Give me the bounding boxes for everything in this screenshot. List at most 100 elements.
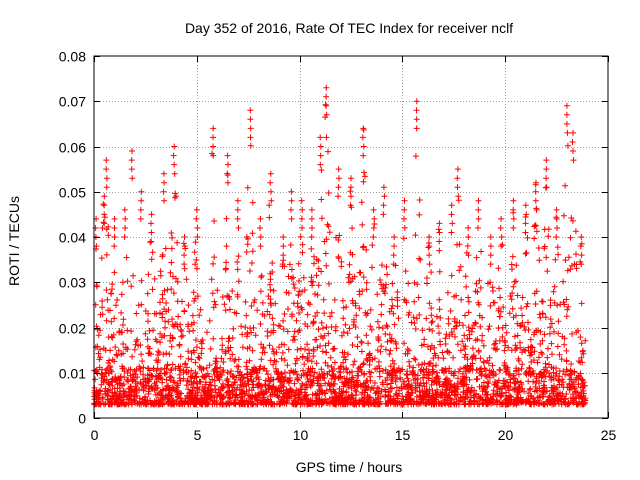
data-point <box>440 355 447 362</box>
data-point <box>149 249 156 256</box>
data-point <box>270 376 277 383</box>
data-point <box>548 320 555 327</box>
data-point <box>164 396 171 403</box>
data-point <box>242 324 249 331</box>
data-point <box>464 335 471 342</box>
data-point <box>360 178 367 185</box>
data-point <box>473 254 480 261</box>
data-point <box>464 356 471 363</box>
data-point <box>383 263 390 270</box>
data-point <box>322 359 329 366</box>
data-point <box>499 400 506 407</box>
data-point <box>178 333 185 340</box>
data-point <box>356 291 363 298</box>
data-point <box>412 153 419 160</box>
data-point <box>403 297 409 304</box>
data-point <box>171 194 178 201</box>
data-point <box>454 175 461 182</box>
data-point <box>105 223 112 230</box>
data-point <box>102 400 109 407</box>
data-point <box>414 281 421 288</box>
data-point <box>347 399 353 406</box>
data-point <box>208 276 215 283</box>
data-point <box>494 384 501 391</box>
data-point <box>108 318 115 325</box>
data-point <box>436 296 443 303</box>
data-point <box>192 239 199 246</box>
data-point <box>463 393 469 400</box>
data-point <box>225 347 232 354</box>
data-point <box>352 387 359 394</box>
data-point <box>335 166 342 173</box>
data-point <box>149 286 156 293</box>
data-point <box>239 388 246 395</box>
y-tick-label: 0.07 <box>59 94 86 110</box>
data-point <box>529 368 536 374</box>
data-point <box>479 314 486 321</box>
data-point <box>132 341 139 348</box>
y-tick-label: 0.01 <box>59 366 86 382</box>
x-tick-label: 5 <box>194 427 202 443</box>
data-point <box>193 256 200 263</box>
data-point <box>343 375 350 382</box>
data-point <box>405 378 412 384</box>
data-point <box>450 399 457 406</box>
data-point <box>290 333 297 340</box>
data-point <box>452 323 459 330</box>
data-point <box>323 387 330 394</box>
data-point <box>477 395 483 402</box>
data-point <box>442 335 449 342</box>
data-point <box>103 175 110 182</box>
data-point <box>103 251 110 258</box>
data-point <box>140 364 147 371</box>
data-point <box>550 401 557 408</box>
data-points <box>91 84 589 408</box>
data-point <box>281 378 288 385</box>
data-point <box>268 399 275 406</box>
data-point <box>411 279 418 286</box>
data-point <box>157 330 164 337</box>
data-point <box>528 343 535 350</box>
data-point <box>194 225 201 231</box>
data-point <box>267 270 274 277</box>
data-point <box>175 313 182 320</box>
data-point <box>452 392 459 399</box>
data-point <box>309 379 316 386</box>
data-point <box>284 398 291 405</box>
data-point <box>365 340 372 347</box>
data-point <box>455 383 462 390</box>
data-point <box>555 377 562 384</box>
data-point <box>500 304 507 311</box>
data-point <box>249 230 256 237</box>
data-point <box>181 234 188 240</box>
data-point <box>181 243 188 250</box>
data-point <box>267 296 274 303</box>
data-point <box>374 347 381 354</box>
data-point <box>494 346 501 352</box>
data-point <box>285 346 292 353</box>
data-point <box>575 381 582 388</box>
data-point <box>573 265 580 272</box>
data-point <box>290 281 297 288</box>
data-point <box>139 396 146 403</box>
data-point <box>324 362 331 369</box>
data-point <box>326 280 332 287</box>
data-point <box>280 252 287 259</box>
data-point <box>210 335 217 342</box>
data-point <box>144 290 151 297</box>
data-point <box>471 322 477 328</box>
data-point <box>426 252 433 259</box>
data-point <box>191 249 198 256</box>
data-point <box>108 368 115 375</box>
data-point <box>94 283 100 290</box>
data-point <box>108 379 115 386</box>
data-point <box>233 392 240 399</box>
data-point <box>188 356 195 363</box>
data-point <box>551 328 557 335</box>
data-point <box>327 313 334 320</box>
data-point <box>384 381 391 388</box>
data-point <box>546 330 553 337</box>
data-point <box>363 355 370 362</box>
data-point <box>322 101 329 108</box>
data-point <box>475 299 482 306</box>
